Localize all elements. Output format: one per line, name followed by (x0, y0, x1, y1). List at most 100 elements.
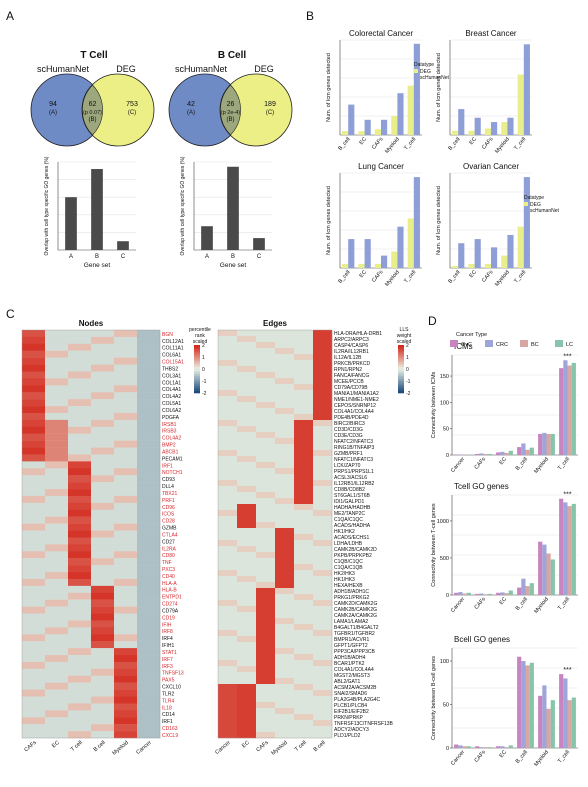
heat-cell (137, 572, 161, 580)
heat-cell (313, 438, 333, 445)
heat-cell (294, 726, 314, 733)
heat-cell (256, 630, 276, 637)
bar-EC-scHumanNet (364, 239, 371, 268)
heatmap-column-label: Myeloid (111, 740, 129, 757)
heat-cell (313, 732, 333, 739)
heat-cell (114, 406, 138, 414)
heat-cell (218, 360, 238, 367)
heat-cell (114, 675, 138, 683)
heat-cell (294, 444, 314, 451)
bar-Myeloid-scHumanNet (397, 226, 404, 268)
heat-cell (294, 480, 314, 487)
heatmap-row-label: PPP3CA/PPP3CB (334, 649, 376, 655)
heat-cell (256, 648, 276, 655)
bar-T_cell-LC (571, 697, 576, 748)
heat-cell (275, 330, 295, 337)
heat-cell (91, 364, 115, 372)
heat-cell (68, 509, 92, 517)
heat-cell (237, 396, 257, 403)
heat-cell (294, 336, 314, 343)
heat-cell (218, 462, 238, 469)
significance-mark: *** (563, 667, 571, 674)
bar-T_cell-scHumanNet (413, 43, 420, 135)
heat-cell (68, 620, 92, 628)
heat-cell (91, 599, 115, 607)
heat-cell (22, 364, 46, 372)
heat-cell (91, 655, 115, 663)
heat-cell (275, 606, 295, 613)
significance-mark: *** (563, 492, 571, 499)
heat-cell (91, 724, 115, 732)
heat-cell (294, 414, 314, 421)
heat-cell (275, 492, 295, 499)
venn-overlap (82, 84, 103, 136)
heat-cell (275, 462, 295, 469)
heat-cell (137, 406, 161, 414)
heat-cell (137, 585, 161, 593)
heat-cell (68, 703, 92, 711)
heat-cell (313, 660, 333, 667)
heat-cell (114, 530, 138, 538)
x-tick-label: A (69, 254, 73, 260)
heatmap-row-label: PLD1/PLD2 (334, 733, 361, 739)
heat-cell (114, 502, 138, 510)
x-tick-label: EC (469, 136, 479, 146)
heat-cell (256, 558, 276, 565)
heat-cell (114, 447, 138, 455)
heat-cell (256, 354, 276, 361)
heat-cell (237, 336, 257, 343)
bar-EC-DEG (358, 131, 365, 135)
heatmap-row-label: HLA-B (162, 588, 177, 594)
heat-cell (237, 558, 257, 565)
heat-cell (114, 592, 138, 600)
heat-cell (256, 660, 276, 667)
bar-EC-scHumanNet (364, 119, 371, 135)
bar-Myeloid-BC (546, 553, 551, 595)
heat-cell (313, 678, 333, 685)
heat-cell (137, 578, 161, 587)
heat-legend-tick: 1 (202, 355, 205, 361)
heat-cell (91, 509, 115, 517)
heat-cell (137, 682, 161, 690)
heat-cell (45, 336, 69, 345)
heat-cell (256, 330, 276, 337)
x-tick-label: T_cell (513, 136, 527, 151)
heat-cell (294, 702, 314, 709)
heat-cell (218, 426, 238, 433)
heat-cell (313, 666, 333, 673)
heatmap-row-label: PECAM1 (162, 456, 183, 462)
y-axis-label: Num. of Icm genes detected (436, 53, 442, 122)
heat-cell (313, 546, 333, 553)
heat-cell (114, 606, 138, 614)
x-tick-label: T_cell (403, 136, 417, 151)
bar-Myeloid-LC (550, 700, 555, 748)
heat-legend-step (194, 390, 200, 394)
heatmap-title: Edges (263, 319, 288, 328)
heat-cell (137, 330, 161, 338)
heat-cell (256, 372, 276, 379)
bar-Cancer-BC (462, 593, 467, 595)
legend-swatch (450, 340, 458, 347)
heat-cell (68, 641, 92, 649)
heat-cell (45, 440, 69, 448)
x-tick-label: B_cell (515, 749, 529, 764)
heat-legend-step (194, 385, 200, 389)
heat-cell (22, 468, 46, 476)
heat-legend-title: scaled (193, 339, 208, 345)
heat-legend-title: LLS (400, 327, 410, 333)
heat-cell (68, 475, 92, 483)
bar-B (91, 169, 103, 250)
heat-cell (313, 432, 333, 439)
heat-cell (237, 654, 257, 661)
chart-title: Ovarian Cancer (463, 162, 519, 171)
heat-cell (237, 636, 257, 643)
heat-cell (275, 600, 295, 607)
heatmap-row-label: CASP4/CASP6 (334, 343, 368, 349)
heat-legend-title: percentile (189, 327, 211, 333)
heat-cell (137, 523, 161, 531)
bar-EC-BC (504, 452, 509, 455)
chart-title: Lung Cancer (358, 162, 404, 171)
heat-cell (68, 330, 92, 338)
heat-cell (313, 708, 333, 715)
heat-legend-step (398, 345, 404, 348)
